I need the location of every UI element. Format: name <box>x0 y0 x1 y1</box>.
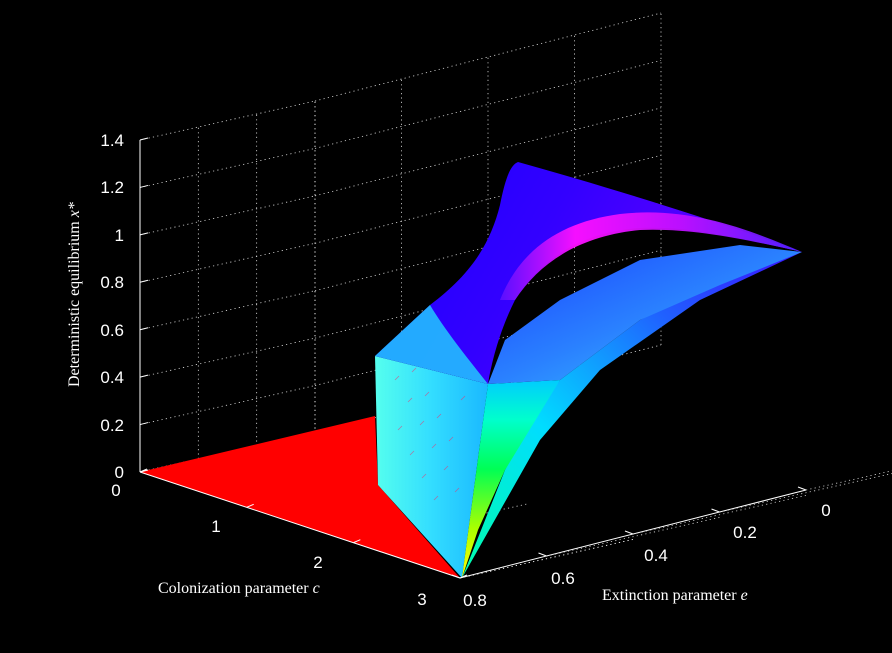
z-tick-mark <box>139 422 149 426</box>
ridge-band <box>500 212 802 300</box>
y-grid-line <box>546 516 722 557</box>
x-axis-label: Colonization parameter c <box>158 580 320 597</box>
y-axis-label: Extinction parameter e <box>602 587 748 604</box>
z-grid-line <box>139 385 316 425</box>
z-ticks: 0 0.2 0.4 0.6 0.8 1 1.2 1.4 <box>100 131 124 482</box>
floor-region <box>140 416 460 578</box>
z-axis-label: Deterministic equilibrium x* <box>66 202 83 387</box>
x-ticks: 0 1 2 3 <box>111 481 426 609</box>
y-tick-mark <box>451 574 461 579</box>
z-grid-line <box>139 148 316 188</box>
y-tick: 0.2 <box>733 523 757 542</box>
x-tick-mark <box>353 539 361 544</box>
z-tick-mark <box>139 327 149 331</box>
z-grid-line <box>314 107 662 197</box>
z-tick: 0 <box>115 463 124 482</box>
cliff-wall <box>375 356 488 578</box>
z-grid-line <box>139 337 316 378</box>
y-axis-label-text: Extinction parameter <box>602 587 737 604</box>
y-tick: 0.8 <box>463 591 487 610</box>
y-grid-line <box>719 473 892 513</box>
y-grid-line <box>805 470 892 491</box>
z-grid-line <box>314 12 662 102</box>
z-tick: 0.6 <box>100 321 124 340</box>
y-grid-line <box>632 494 809 535</box>
x-axis-line <box>139 471 461 579</box>
transition-band <box>375 305 488 384</box>
x-tick: 1 <box>211 517 220 536</box>
y-tick: 0 <box>821 501 830 520</box>
z-tick-mark <box>139 232 149 236</box>
z-grid-line <box>139 100 316 141</box>
x-axis-symbol: c <box>313 580 320 597</box>
y-tick: 0.4 <box>644 546 668 565</box>
z-tick-mark <box>139 279 149 283</box>
z-tick: 0.2 <box>100 416 124 435</box>
x-tick: 2 <box>313 553 322 572</box>
x-tick-mark <box>246 503 254 508</box>
z-axis-symbol: x* <box>66 202 83 218</box>
y-tick-mark <box>538 552 547 557</box>
front-face <box>462 380 560 578</box>
cliff-hatching <box>394 367 466 501</box>
z-grid-line <box>139 242 316 283</box>
y-grid-line <box>459 538 636 579</box>
z-grid-line <box>139 290 316 331</box>
z-tick: 1.2 <box>100 178 124 197</box>
y-ticks: 0 0.2 0.4 0.6 0.8 <box>463 501 831 610</box>
x-tick: 3 <box>417 590 426 609</box>
y-tick-mark <box>711 508 720 513</box>
lower-sheet <box>488 245 802 384</box>
x-tick-mark <box>459 574 468 579</box>
z-axis-label-text: Deterministic equilibrium <box>66 221 83 387</box>
z-tick: 1 <box>115 226 124 245</box>
z-tick: 0.8 <box>100 273 124 292</box>
y-tick: 0.6 <box>551 569 575 588</box>
surface <box>140 162 802 578</box>
z-tick: 0.4 <box>100 368 124 387</box>
x-tick-mark <box>139 468 148 473</box>
y-tick-mark <box>797 486 807 491</box>
axes <box>139 137 807 579</box>
z-tick-mark <box>139 374 149 378</box>
x-tick: 0 <box>111 481 120 500</box>
z-tick: 1.4 <box>100 131 124 150</box>
z-tick-mark <box>139 137 149 141</box>
z-tick-mark <box>139 184 149 188</box>
y-axis-symbol: e <box>741 587 748 604</box>
z-grid-line <box>314 60 662 149</box>
z-grid-line <box>139 195 316 236</box>
x-axis-label-text: Colonization parameter <box>158 580 309 597</box>
y-tick-mark <box>624 530 634 535</box>
